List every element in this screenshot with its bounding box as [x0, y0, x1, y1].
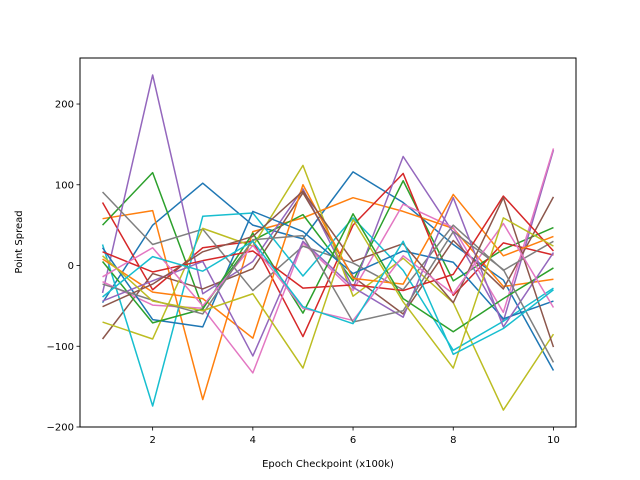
series-line-9 — [102, 164, 555, 411]
x-tick-label: 8 — [450, 435, 456, 446]
y-tick-label: 100 — [55, 180, 74, 191]
y-tick-label: 0 — [68, 261, 74, 272]
series-line-14 — [102, 195, 555, 292]
y-tick-label: 200 — [55, 100, 74, 111]
x-tick-label: 2 — [149, 435, 155, 446]
series-line-5 — [101, 74, 555, 322]
series-line-11 — [101, 210, 554, 328]
plot-frame — [79, 57, 577, 428]
y-tick-label: −200 — [47, 423, 74, 434]
x-axis-title: Epoch Checkpoint (x100k) — [262, 459, 394, 470]
series-line-19 — [102, 217, 554, 369]
series-line-10 — [101, 212, 554, 407]
series-line-12 — [102, 184, 554, 339]
y-axis-title: Point Spread — [14, 210, 25, 273]
series-line-6 — [101, 192, 555, 340]
x-tick-label: 10 — [547, 435, 560, 446]
y-tick-label: −100 — [47, 342, 74, 353]
y-axis-ticks: −200 −100 0 100 200 — [47, 100, 80, 434]
series-line-20 — [102, 240, 554, 356]
series-line-18 — [102, 230, 555, 363]
x-tick-label: 4 — [250, 435, 256, 446]
plot-lines — [101, 74, 555, 411]
x-tick-label: 6 — [350, 435, 356, 446]
series-line-15 — [102, 196, 555, 357]
x-axis-ticks: 2 4 6 8 10 — [149, 427, 560, 446]
series-line-17 — [102, 222, 555, 322]
series-line-8 — [102, 191, 554, 292]
